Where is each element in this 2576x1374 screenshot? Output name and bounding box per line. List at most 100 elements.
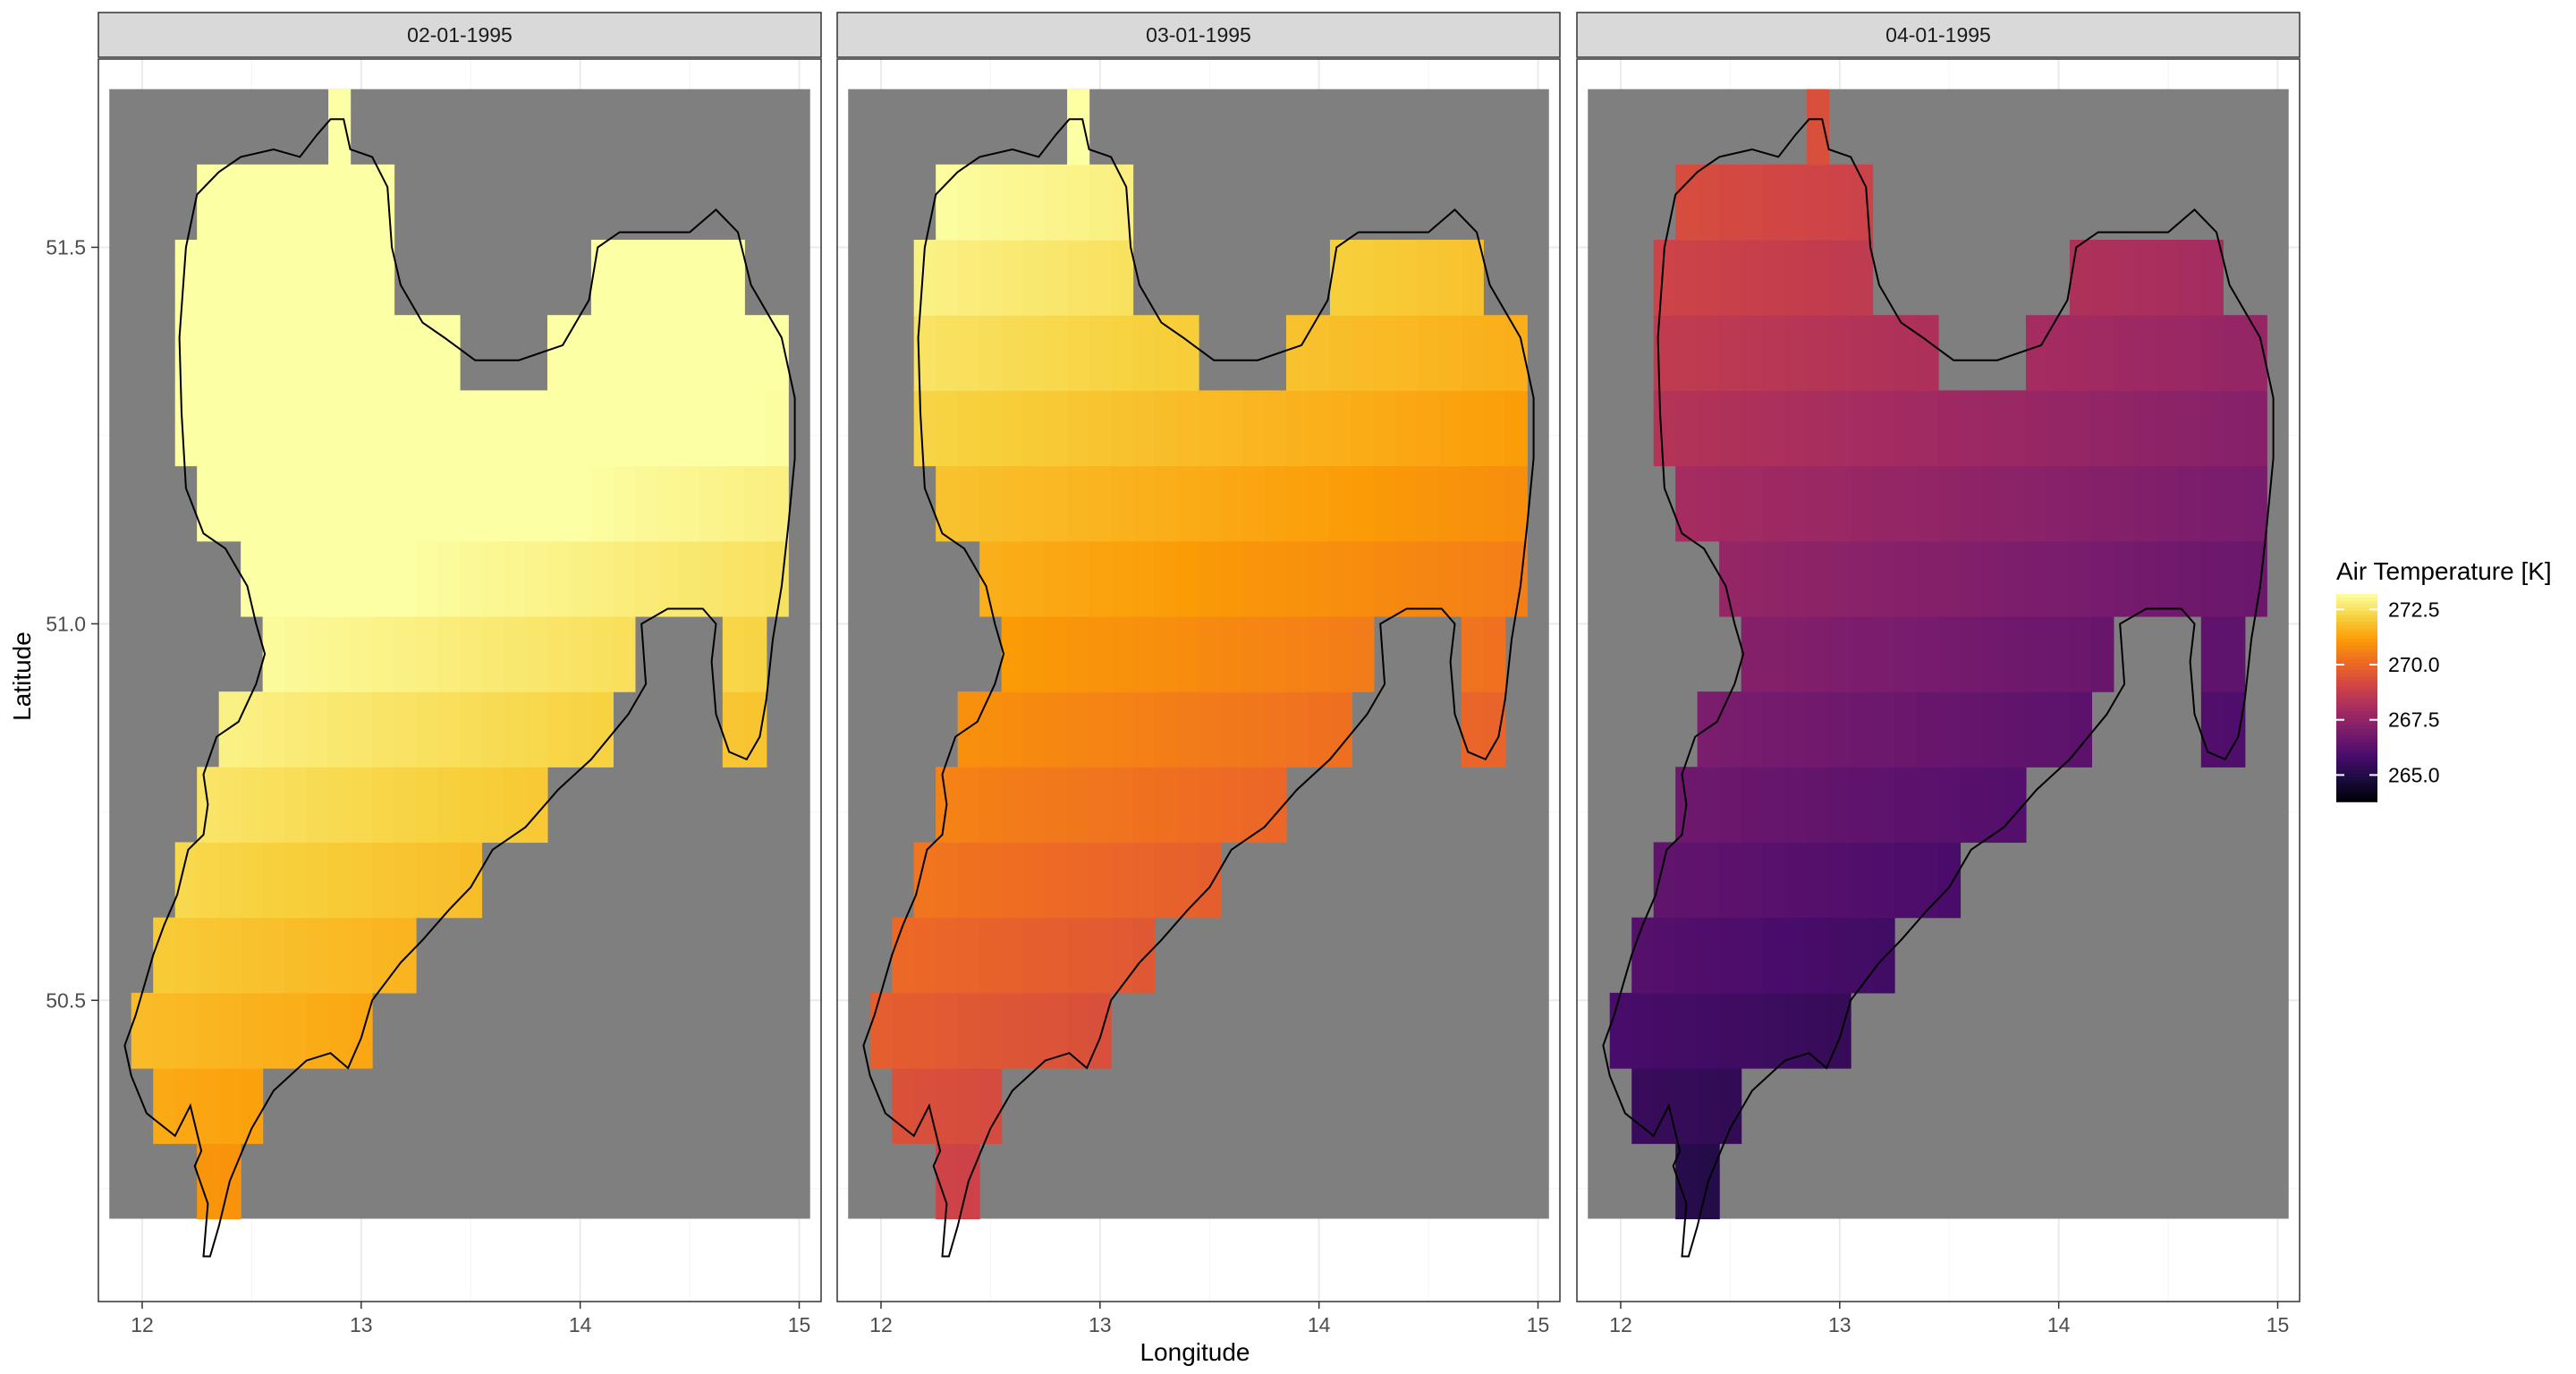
heat-cell <box>1697 1068 1720 1144</box>
heat-cell <box>1851 691 1874 768</box>
heat-cell <box>350 767 373 844</box>
heat-cell <box>328 540 352 617</box>
heat-cell <box>460 767 483 844</box>
heat-cell <box>1807 842 1830 919</box>
heat-cell <box>1807 917 1830 994</box>
heat-cell <box>394 615 417 692</box>
heat-cell <box>979 465 1003 542</box>
facet-panel-3: 04-01-1995 12 13 14 15 <box>1576 12 2301 1336</box>
heat-cell <box>722 615 745 692</box>
heat-cell <box>700 240 724 316</box>
heat-cell <box>1741 615 1764 692</box>
heat-cell <box>174 992 198 1069</box>
heat-cell <box>1960 691 1983 768</box>
heat-cell <box>1089 842 1112 919</box>
legend-color-step <box>2336 732 2377 737</box>
heat-cell <box>262 691 285 768</box>
heat-cell <box>1828 917 1852 994</box>
heat-cell <box>678 315 701 391</box>
heat-cell <box>460 691 483 768</box>
heat-cell <box>197 164 220 241</box>
heat-cell <box>350 842 373 919</box>
heat-cell <box>1784 691 1808 768</box>
heat-cell <box>481 691 504 768</box>
heat-cell <box>481 615 504 692</box>
heat-cell <box>1828 390 1852 467</box>
heat-cell <box>306 240 329 316</box>
heat-cell <box>1089 465 1112 542</box>
heat-cell <box>1807 691 1830 768</box>
legend-color-step <box>2336 728 2377 734</box>
x-tick-label: 15 <box>1527 1313 1550 1336</box>
heat-cell <box>1264 390 1287 467</box>
heat-cell <box>1089 164 1112 241</box>
heat-cell <box>1763 992 1786 1069</box>
heat-cell <box>372 540 395 617</box>
heat-cell <box>634 465 657 542</box>
heat-cell <box>241 917 264 994</box>
heat-cell <box>197 465 220 542</box>
heat-cell <box>218 992 242 1069</box>
heat-cells <box>131 89 789 1219</box>
heat-cell <box>1763 917 1786 994</box>
heat-cell <box>2200 691 2224 768</box>
heat-cell <box>634 315 657 391</box>
heat-cell <box>2025 390 2049 467</box>
heat-cell <box>913 917 936 994</box>
heat-cell <box>1851 767 1874 844</box>
legend-color-step <box>2336 683 2377 689</box>
heat-cell <box>174 315 198 391</box>
heat-cell <box>262 164 285 241</box>
heat-cell <box>1851 842 1874 919</box>
heat-cell <box>284 164 308 241</box>
heat-cell <box>1763 465 1786 542</box>
heat-cell <box>613 615 636 692</box>
heat-cell <box>284 691 308 768</box>
heat-cell <box>1089 240 1112 316</box>
heat-cell <box>372 842 395 919</box>
heat-cell <box>416 842 439 919</box>
heat-cell <box>1199 465 1222 542</box>
heat-cell <box>328 992 352 1069</box>
heat-cell <box>2091 240 2114 316</box>
heat-cell <box>1851 917 1874 994</box>
heat-cell <box>2113 465 2136 542</box>
heat-cell <box>262 465 285 542</box>
heat-cell <box>262 992 285 1069</box>
heat-cell <box>328 89 352 165</box>
heat-cell <box>1329 315 1352 391</box>
heat-cell <box>1653 992 1676 1069</box>
heat-cell <box>1938 767 1962 844</box>
heat-cell <box>957 842 980 919</box>
legend-colorbar <box>2336 594 2377 802</box>
heat-cell <box>2135 540 2158 617</box>
heat-cell <box>1155 540 1178 617</box>
heat-cell <box>1828 842 1852 919</box>
heat-cell <box>1894 842 1918 919</box>
heat-cell <box>1894 390 1918 467</box>
heat-cell <box>1132 315 1156 391</box>
heat-cell <box>394 540 417 617</box>
heat-cell <box>1023 164 1046 241</box>
legend-color-step <box>2336 687 2377 692</box>
heat-cell <box>1176 615 1199 692</box>
heat-cell <box>913 842 936 919</box>
heat-cell <box>1675 465 1699 542</box>
heat-cell <box>1023 917 1046 994</box>
heat-cells <box>1609 89 2267 1219</box>
heat-cell <box>1719 390 1742 467</box>
heat-cell <box>1155 842 1178 919</box>
heat-cell <box>1132 842 1156 919</box>
heat-cell <box>1697 240 1720 316</box>
heat-cell <box>1023 767 1046 844</box>
heat-cell <box>284 992 308 1069</box>
heat-cell <box>241 315 264 391</box>
x-tick-label: 14 <box>569 1313 592 1336</box>
heat-cell <box>1352 540 1375 617</box>
heat-cell <box>437 390 461 467</box>
facet-strip-label: 03-01-1995 <box>1146 23 1251 47</box>
heat-cell <box>1483 390 1506 467</box>
heat-cell <box>700 465 724 542</box>
heat-cell <box>613 465 636 542</box>
heat-cell <box>416 315 439 391</box>
